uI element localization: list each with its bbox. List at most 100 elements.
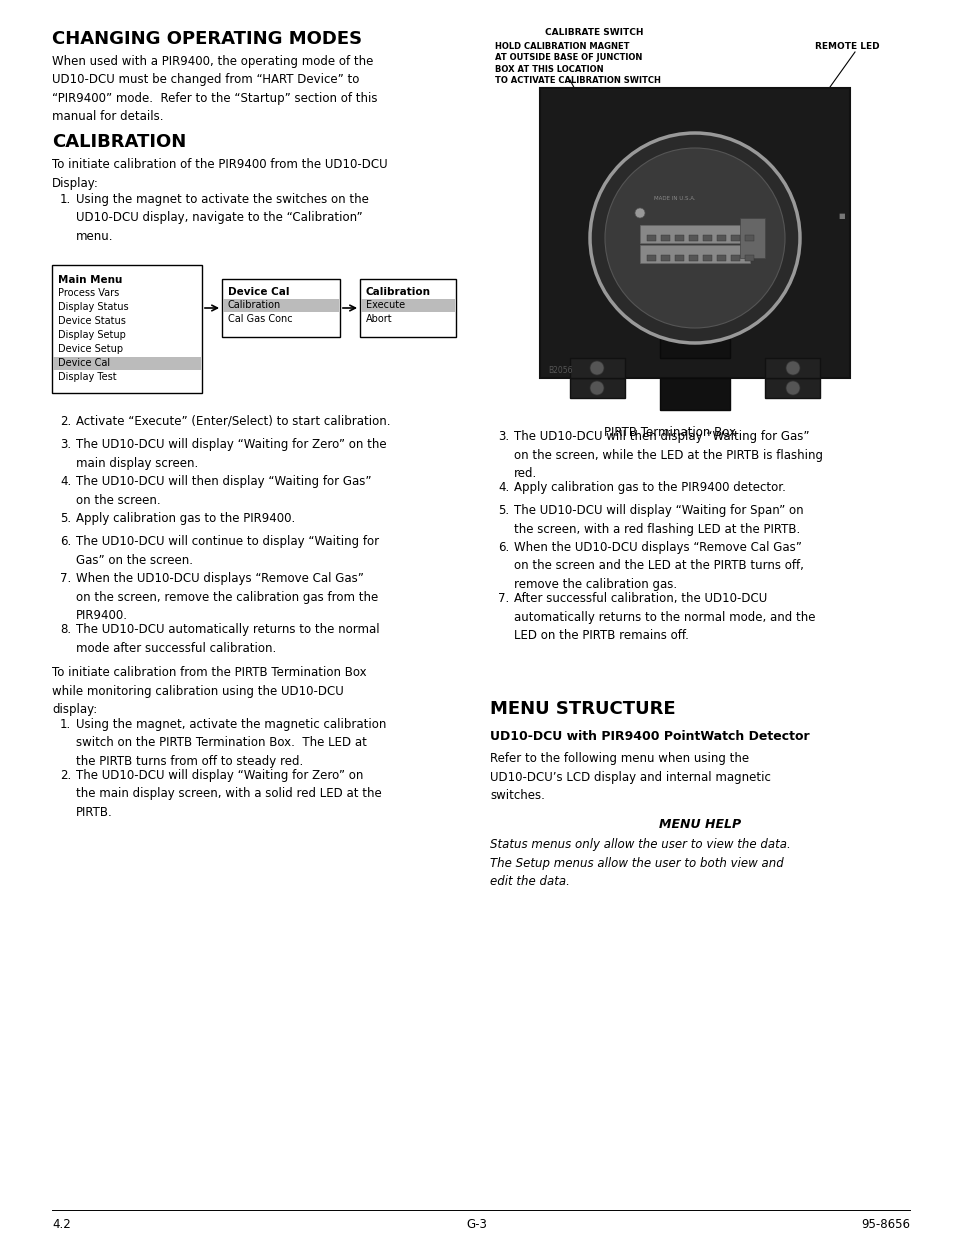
Bar [569, 378, 624, 398]
Text: Refer to the following menu when using the
UD10-DCU’s LCD display and internal m: Refer to the following menu when using t… [490, 752, 770, 802]
Text: When used with a PIR9400, the operating mode of the
UD10-DCU must be changed fro: When used with a PIR9400, the operating … [52, 56, 377, 124]
Text: MENU HELP: MENU HELP [659, 818, 740, 831]
Text: When the UD10-DCU displays “Remove Cal Gas”
on the screen and the LED at the PIR: When the UD10-DCU displays “Remove Cal G… [514, 541, 803, 592]
Text: The UD10-DCU automatically returns to the normal
mode after successful calibrati: The UD10-DCU automatically returns to th… [76, 622, 379, 655]
Text: Display Test: Display Test [58, 372, 116, 382]
Circle shape [604, 148, 784, 329]
Text: Display Status: Display Status [58, 303, 129, 312]
Bar [764, 378, 820, 398]
Bar [717, 254, 725, 261]
Text: MADE IN U.S.A.: MADE IN U.S.A. [654, 196, 695, 201]
Text: MENU STRUCTURE: MENU STRUCTURE [490, 700, 675, 718]
Circle shape [589, 382, 603, 395]
Text: The UD10-DCU will continue to display “Waiting for
Gas” on the screen.: The UD10-DCU will continue to display “W… [76, 535, 378, 567]
Text: To initiate calibration from the PIRTB Termination Box
while monitoring calibrat: To initiate calibration from the PIRTB T… [52, 666, 366, 716]
Text: When the UD10-DCU displays “Remove Cal Gas”
on the screen, remove the calibratio: When the UD10-DCU displays “Remove Cal G… [76, 572, 377, 622]
Bar [53, 357, 201, 370]
Text: Calibration: Calibration [366, 287, 431, 296]
Bar [360, 299, 455, 312]
Text: CALIBRATE SWITCH: CALIBRATE SWITCH [544, 28, 643, 37]
Circle shape [589, 361, 603, 375]
Bar [730, 254, 740, 261]
Bar [744, 254, 753, 261]
Text: The UD10-DCU will display “Waiting for Span” on
the screen, with a red flashing : The UD10-DCU will display “Waiting for S… [514, 504, 802, 536]
Text: The UD10-DCU will then display “Waiting for Gas”
on the screen.: The UD10-DCU will then display “Waiting … [76, 475, 371, 506]
Text: To initiate calibration of the PIR9400 from the UD10-DCU
Display:: To initiate calibration of the PIR9400 f… [52, 158, 387, 189]
Bar [730, 235, 740, 241]
Text: Status menus only allow the user to view the data.
The Setup menus allow the use: Status menus only allow the user to view… [490, 839, 790, 888]
Text: G-3: G-3 [466, 1218, 487, 1231]
Text: 5.: 5. [60, 513, 71, 525]
Bar [740, 219, 764, 258]
Bar [702, 235, 711, 241]
Bar [688, 254, 698, 261]
Text: The UD10-DCU will then display “Waiting for Gas”
on the screen, while the LED at: The UD10-DCU will then display “Waiting … [514, 430, 822, 480]
Text: 7.: 7. [60, 572, 71, 585]
Text: Device Status: Device Status [58, 316, 126, 326]
Text: REMOTE LED: REMOTE LED [814, 42, 879, 51]
Bar [659, 324, 729, 358]
Bar [646, 235, 656, 241]
Bar [539, 88, 849, 378]
Bar [702, 254, 711, 261]
Bar [660, 254, 669, 261]
Text: 3.: 3. [60, 438, 71, 451]
Text: ■: ■ [837, 212, 843, 219]
Text: UD10-DCU with PIR9400 PointWatch Detector: UD10-DCU with PIR9400 PointWatch Detecto… [490, 730, 809, 743]
Text: Main Menu: Main Menu [58, 275, 122, 285]
Bar [675, 254, 683, 261]
Bar [659, 378, 729, 410]
Text: Apply calibration gas to the PIR9400.: Apply calibration gas to the PIR9400. [76, 513, 294, 525]
Text: Cal Gas Conc: Cal Gas Conc [228, 314, 293, 324]
Text: 5.: 5. [497, 504, 509, 517]
Text: 8.: 8. [60, 622, 71, 636]
Bar [688, 235, 698, 241]
Text: After successful calibration, the UD10-DCU
automatically returns to the normal m: After successful calibration, the UD10-D… [514, 592, 815, 642]
Text: PIRTB Termination Box: PIRTB Termination Box [603, 426, 735, 438]
Text: 2.: 2. [60, 415, 71, 429]
Text: Device Cal: Device Cal [58, 358, 110, 368]
Bar [359, 279, 456, 337]
Text: The UD10-DCU will display “Waiting for Zero” on
the main display screen, with a : The UD10-DCU will display “Waiting for Z… [76, 769, 381, 819]
Text: 7.: 7. [497, 592, 509, 605]
Text: 95-8656: 95-8656 [861, 1218, 909, 1231]
Circle shape [785, 382, 800, 395]
Text: 2.: 2. [60, 769, 71, 782]
Text: 4.: 4. [60, 475, 71, 488]
Text: Apply calibration gas to the PIR9400 detector.: Apply calibration gas to the PIR9400 det… [514, 480, 785, 494]
Bar [52, 266, 202, 393]
Bar [569, 358, 624, 378]
Text: 3.: 3. [497, 430, 509, 443]
Text: CALIBRATION: CALIBRATION [52, 133, 186, 151]
Text: Device Setup: Device Setup [58, 345, 123, 354]
Bar [222, 279, 339, 337]
Text: Activate “Execute” (Enter/Select) to start calibration.: Activate “Execute” (Enter/Select) to sta… [76, 415, 390, 429]
Circle shape [589, 133, 800, 343]
Text: Process Vars: Process Vars [58, 288, 119, 298]
Text: Using the magnet, activate the magnetic calibration
switch on the PIRTB Terminat: Using the magnet, activate the magnetic … [76, 718, 386, 768]
Bar [675, 235, 683, 241]
Bar [639, 245, 749, 263]
Bar [717, 235, 725, 241]
Text: 1.: 1. [60, 718, 71, 731]
Text: Abort: Abort [366, 314, 393, 324]
Bar [639, 225, 749, 243]
Bar [744, 235, 753, 241]
Text: 1.: 1. [60, 193, 71, 206]
Text: HOLD CALIBRATION MAGNET
AT OUTSIDE BASE OF JUNCTION
BOX AT THIS LOCATION
TO ACTI: HOLD CALIBRATION MAGNET AT OUTSIDE BASE … [495, 42, 660, 85]
Text: Using the magnet to activate the switches on the
UD10-DCU display, navigate to t: Using the magnet to activate the switche… [76, 193, 369, 243]
Text: Execute: Execute [366, 300, 405, 310]
Bar [223, 299, 338, 312]
Text: Calibration: Calibration [228, 300, 281, 310]
Text: 6.: 6. [60, 535, 71, 548]
Text: 4.: 4. [497, 480, 509, 494]
Circle shape [635, 207, 644, 219]
Text: 4.2: 4.2 [52, 1218, 71, 1231]
Text: CHANGING OPERATING MODES: CHANGING OPERATING MODES [52, 30, 362, 48]
Text: Display Setup: Display Setup [58, 330, 126, 340]
Circle shape [785, 361, 800, 375]
Text: The UD10-DCU will display “Waiting for Zero” on the
main display screen.: The UD10-DCU will display “Waiting for Z… [76, 438, 386, 469]
Text: 6.: 6. [497, 541, 509, 555]
Text: Device Cal: Device Cal [228, 287, 289, 296]
Bar [660, 235, 669, 241]
